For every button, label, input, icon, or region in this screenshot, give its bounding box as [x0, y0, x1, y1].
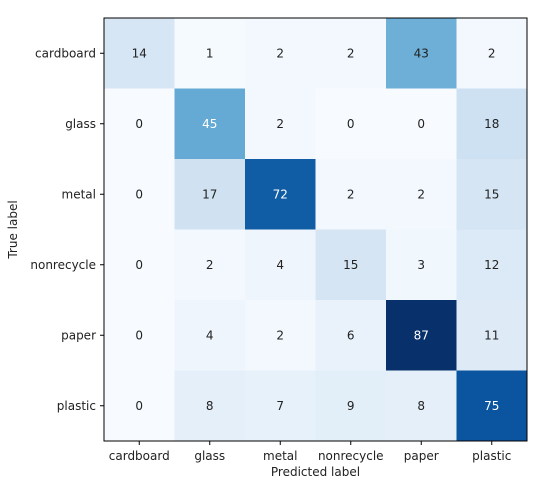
heatmap-cell	[174, 370, 246, 442]
plot-frame	[103, 17, 528, 442]
heatmap-cell	[245, 18, 316, 89]
heatmap-cell	[456, 229, 528, 301]
cell-value-label: 0	[135, 117, 143, 131]
heatmap-cell	[245, 300, 316, 371]
heatmap-cell	[456, 18, 528, 89]
heatmap-cell	[456, 370, 528, 442]
y-axis-ticks: cardboard glass metal nonrecycle paper plasti…	[30, 46, 104, 413]
cell-value-label: 15	[484, 187, 499, 201]
heatmap-cell	[174, 18, 246, 89]
heatmap-cell	[104, 159, 175, 230]
heatmap-cell	[315, 159, 387, 230]
y-tick-label: paper	[61, 328, 96, 342]
heatmap-cell	[315, 18, 387, 89]
cell-value-label: 2	[276, 328, 284, 342]
heatmap-cell	[104, 88, 175, 160]
cell-value-label: 11	[484, 328, 499, 342]
cell-value-label: 3	[417, 258, 425, 272]
cell-value-label: 12	[484, 258, 499, 272]
heatmap-cell	[174, 159, 246, 230]
cell-value-label: 2	[347, 46, 355, 60]
heatmap-cell	[104, 300, 175, 371]
heatmap-cell	[104, 370, 175, 442]
heatmap-cell	[104, 18, 175, 89]
x-tick-label: paper	[404, 449, 439, 463]
y-tick-label: cardboard	[35, 46, 96, 60]
cell-value-label: 2	[276, 46, 284, 60]
heatmap-cell	[104, 229, 175, 301]
cell-value-label: 45	[202, 117, 217, 131]
x-tick-label: metal	[263, 449, 297, 463]
heatmap-cells	[104, 18, 528, 442]
cell-value-label: 2	[488, 46, 496, 60]
cell-value-label: 0	[135, 399, 143, 413]
x-tick-label: nonrecycle	[318, 449, 384, 463]
heatmap-cell	[245, 229, 316, 301]
cell-value-label: 17	[202, 187, 217, 201]
cell-value-label: 6	[347, 328, 355, 342]
heatmap-cell	[456, 159, 528, 230]
y-tick-label: metal	[62, 187, 96, 201]
x-axis-ticks: cardboard glass metal nonrecycle paper plasti…	[109, 441, 511, 463]
cell-value-label: 0	[347, 117, 355, 131]
y-tick-label: nonrecycle	[30, 258, 96, 272]
cell-value-label: 14	[132, 46, 147, 60]
heatmap-cell	[174, 229, 246, 301]
cell-value-labels: 14 1 2 2 43 20 45 2 0 0 180 17 72 2 2 150 2 4 15 3 120 4 2 6 87 1…	[132, 46, 500, 413]
x-tick-label: glass	[194, 449, 225, 463]
x-tick-label: cardboard	[109, 449, 170, 463]
y-axis-title: True label	[6, 200, 20, 259]
heatmap-cell	[386, 18, 457, 89]
cell-value-label: 72	[273, 187, 288, 201]
heatmap-cell	[174, 300, 246, 371]
cell-value-label: 18	[484, 117, 499, 131]
cell-value-label: 2	[206, 258, 214, 272]
cell-value-label: 43	[414, 46, 429, 60]
heatmap-cell	[456, 300, 528, 371]
heatmap-cell	[386, 300, 457, 371]
cell-value-label: 4	[206, 328, 214, 342]
y-tick-label: plastic	[57, 399, 96, 413]
heatmap-cell	[456, 88, 528, 160]
cell-value-label: 87	[414, 328, 429, 342]
cell-value-label: 8	[206, 399, 214, 413]
y-tick-label: glass	[65, 117, 96, 131]
cell-value-label: 4	[276, 258, 284, 272]
heatmap-cell	[245, 159, 316, 230]
x-tick-label: plastic	[472, 449, 511, 463]
cell-value-label: 2	[417, 187, 425, 201]
cell-value-label: 15	[343, 258, 358, 272]
cell-value-label: 2	[276, 117, 284, 131]
heatmap-cell	[174, 88, 246, 160]
cell-value-label: 0	[135, 187, 143, 201]
cell-value-label: 0	[417, 117, 425, 131]
heatmap-cell	[315, 229, 387, 301]
heatmap-cell	[245, 370, 316, 442]
cell-value-label: 2	[347, 187, 355, 201]
cell-value-label: 9	[347, 399, 355, 413]
cell-value-label: 75	[484, 399, 499, 413]
x-axis-title: Predicted label	[271, 465, 360, 479]
cell-value-label: 0	[135, 258, 143, 272]
heatmap-cell	[315, 370, 387, 442]
cell-value-label: 0	[135, 328, 143, 342]
heatmap-cell	[386, 229, 457, 301]
cell-value-label: 7	[276, 399, 284, 413]
cell-value-label: 8	[417, 399, 425, 413]
heatmap-cell	[315, 300, 387, 371]
cell-value-label: 1	[206, 46, 214, 60]
heatmap-cell	[386, 370, 457, 442]
heatmap-cell	[315, 88, 387, 160]
heatmap-cell	[386, 159, 457, 230]
heatmap-cell	[386, 88, 457, 160]
heatmap-cell	[245, 88, 316, 160]
